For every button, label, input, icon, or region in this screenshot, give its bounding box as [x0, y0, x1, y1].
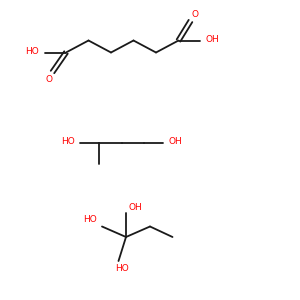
Text: OH: OH	[129, 203, 142, 212]
Text: HO: HO	[115, 264, 128, 273]
Text: OH: OH	[205, 35, 219, 44]
Text: HO: HO	[25, 47, 38, 56]
Text: HO: HO	[83, 215, 97, 224]
Text: HO: HO	[61, 137, 75, 146]
Text: O: O	[46, 75, 53, 84]
Text: OH: OH	[168, 137, 182, 146]
Text: O: O	[191, 10, 199, 19]
